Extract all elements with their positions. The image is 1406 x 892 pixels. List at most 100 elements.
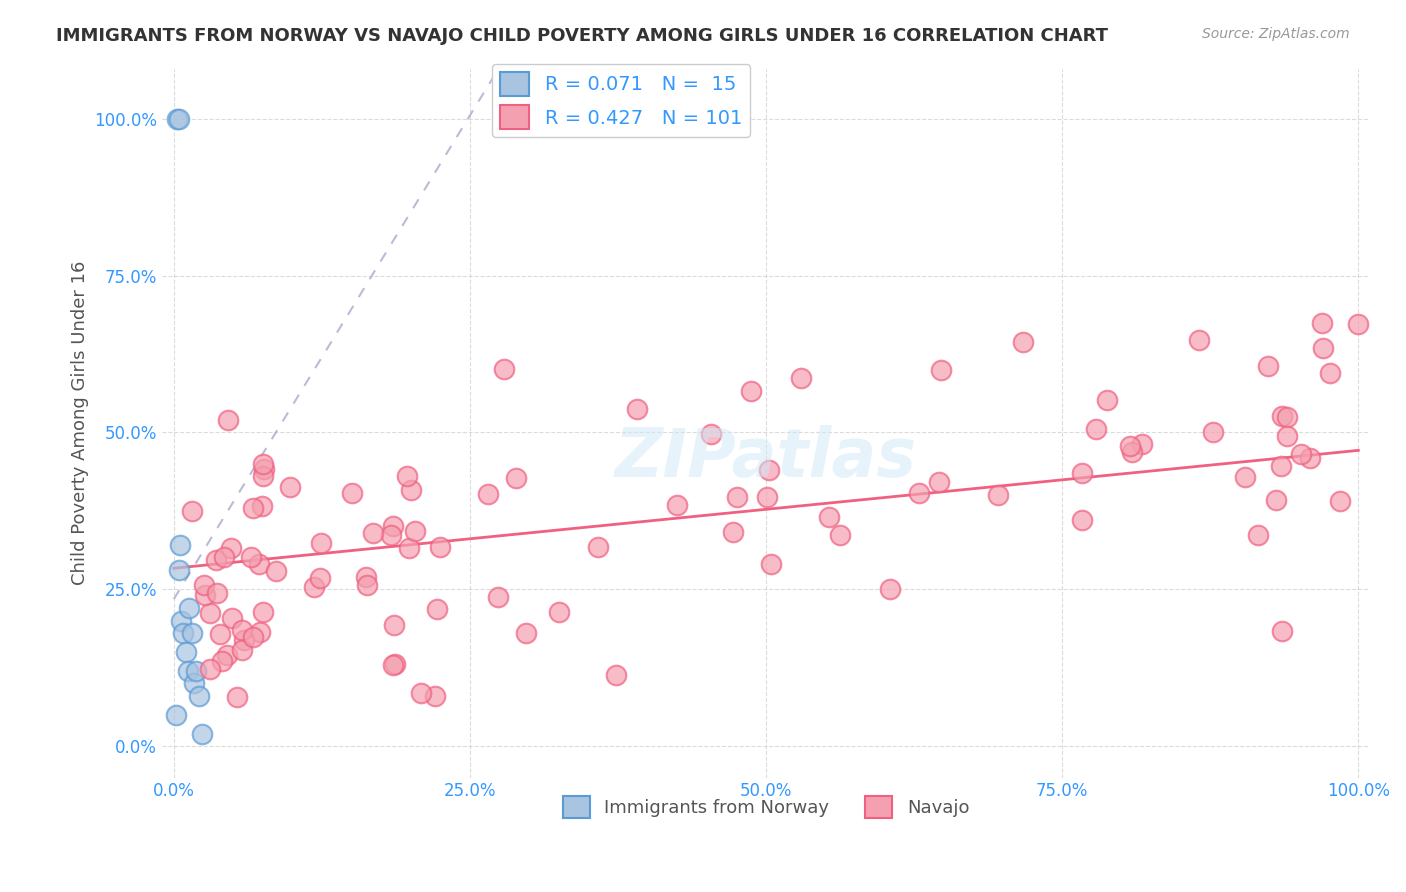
Point [221,611,243,625]
Point [547,605,569,619]
Point [177,664,200,678]
Point [165,707,187,722]
Point [1119,439,1142,453]
Point [423,689,446,703]
Point [211,654,233,668]
Point [180,626,202,640]
Point [586,540,609,554]
Point [205,553,228,567]
Point [172,626,194,640]
Point [605,667,627,681]
Point [1265,493,1288,508]
Point [382,657,405,672]
Point [186,664,208,678]
Point [340,486,363,500]
Text: Source: ZipAtlas.com: Source: ZipAtlas.com [1202,27,1350,41]
Point [219,541,242,556]
Point [231,643,253,657]
Point [384,657,406,671]
Point [170,614,193,628]
Point [879,582,901,596]
Point [239,550,262,565]
Point [356,578,378,592]
Point [382,617,405,632]
Point [626,402,648,417]
Point [354,570,377,584]
Point [1347,318,1369,332]
Point [217,648,239,662]
Point [1084,422,1107,436]
Point [1202,425,1225,439]
Point [928,475,950,489]
Point [166,112,188,126]
Point [382,519,405,533]
Point [1070,467,1092,481]
Point [817,510,839,524]
Point [198,607,221,621]
Point [183,676,205,690]
Point [1071,513,1094,527]
Text: ZIPatlas: ZIPatlas [614,425,917,491]
Point [1270,458,1292,473]
Point [217,413,239,427]
Point [486,590,509,604]
Point [253,461,276,475]
Point [1299,451,1322,466]
Point [187,689,209,703]
Y-axis label: Child Poverty Among Girls Under 16: Child Poverty Among Girls Under 16 [72,260,89,585]
Point [205,586,228,600]
Point [1011,334,1033,349]
Point [242,500,264,515]
Point [725,490,748,504]
Point [492,362,515,376]
Point [1121,444,1143,458]
Point [395,468,418,483]
Point [242,630,264,644]
Point [363,525,385,540]
Point [1234,470,1257,484]
Point [302,580,325,594]
Point [830,527,852,541]
Point [212,549,235,564]
Point [404,524,426,538]
Point [191,726,214,740]
Point [1271,409,1294,424]
Point [1247,528,1270,542]
Point [194,588,217,602]
Text: IMMIGRANTS FROM NORWAY VS NAVAJO CHILD POVERTY AMONG GIRLS UNDER 16 CORRELATION : IMMIGRANTS FROM NORWAY VS NAVAJO CHILD P… [56,27,1108,45]
Point [1130,437,1153,451]
Point [278,480,301,494]
Point [907,486,929,500]
Point [169,538,191,552]
Point [429,540,451,554]
Point [399,483,422,498]
Point [1188,333,1211,347]
Point [380,527,402,541]
Point [249,624,271,639]
Point [1257,359,1279,373]
Point [247,558,270,572]
Point [758,463,780,477]
Point [198,662,221,676]
Point [167,564,190,578]
Point [252,469,274,483]
Point [209,627,232,641]
Point [1275,429,1298,443]
Point [398,541,420,555]
Point [761,557,783,571]
Point [721,525,744,540]
Point [252,605,274,619]
Point [193,577,215,591]
Point [231,623,253,637]
Point [1275,410,1298,425]
Point [987,488,1010,502]
Point [252,499,274,513]
Point [264,564,287,578]
Point [226,690,249,704]
Point [1310,316,1333,330]
Point [740,384,762,398]
Point [699,427,721,442]
Point [252,457,274,471]
Point [411,686,433,700]
Point [426,601,449,615]
